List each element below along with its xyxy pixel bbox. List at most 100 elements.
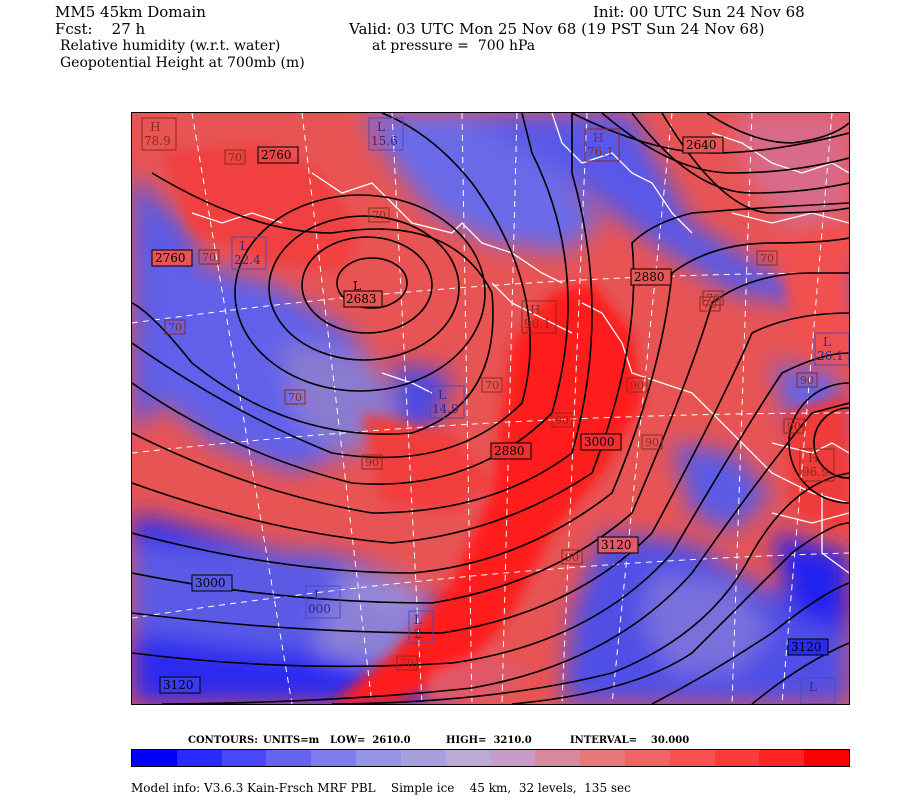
field-height-label: Geopotential Height at 700mb (m): [60, 55, 305, 71]
height-label: 3120: [787, 638, 829, 656]
rh-label: 90: [783, 418, 805, 434]
colorbar-swatch: [176, 750, 222, 766]
svg-text:2: 2: [414, 627, 422, 641]
colorbar-swatch: [535, 750, 581, 766]
pressure-label: at pressure = 700 hPa: [372, 38, 536, 54]
height-label-text: 3000: [584, 435, 615, 449]
height-label: 3000: [580, 433, 622, 451]
height-label-text: 2760: [155, 251, 186, 265]
center-marker: H96.9: [799, 448, 835, 482]
center-marker: L15.6: [368, 117, 404, 151]
height-label: 2640: [682, 136, 724, 154]
center-marker: H78.9: [141, 117, 177, 151]
svg-text:70: 70: [202, 251, 216, 264]
color-scale-bar: [131, 749, 850, 767]
svg-text:90: 90: [645, 436, 659, 449]
svg-text:96.9: 96.9: [802, 465, 829, 479]
svg-text:L: L: [823, 335, 831, 349]
height-label: 2760: [257, 146, 299, 164]
svg-text:L: L: [377, 120, 385, 134]
center-marker: L2: [408, 610, 434, 644]
height-label: 3000: [191, 574, 233, 592]
height-label: 2880: [630, 268, 672, 286]
svg-text:H: H: [808, 451, 818, 465]
svg-text:70: 70: [228, 151, 242, 164]
rh-label: 90: [626, 377, 648, 393]
rh-label: 90: [561, 549, 583, 565]
center-marker: H76.1: [584, 128, 620, 162]
svg-text:70: 70: [372, 209, 386, 222]
model-info: Model info: V3.6.3 Kain-Frsch MRF PBL Si…: [131, 781, 631, 795]
height-label-text: 2760: [261, 148, 292, 162]
rh-label: 70: [756, 250, 778, 266]
rh-label: 70: [284, 389, 306, 405]
height-label-text: 2880: [634, 270, 665, 284]
rh-label: 90: [551, 412, 573, 428]
colorbar-swatch: [714, 750, 760, 766]
colorbar-swatch: [759, 750, 805, 766]
rh-label: 70: [702, 290, 724, 306]
height-label: 2880: [490, 442, 532, 460]
height-label-text: 2640: [686, 138, 717, 152]
colorbar-swatch: [804, 750, 849, 766]
coastlines: [191, 113, 849, 574]
svg-text:15.6: 15.6: [371, 134, 398, 148]
colorbar-swatch: [132, 750, 177, 766]
contour-high: HIGH= 3210.0: [446, 735, 532, 746]
center-marker: H98.1: [521, 300, 557, 334]
height-label: 3120: [597, 536, 639, 554]
svg-text:70: 70: [703, 298, 717, 311]
contour-interval: INTERVAL= 30.000: [570, 735, 690, 746]
svg-text:76.1: 76.1: [587, 145, 614, 159]
center-marker: L26.1: [814, 332, 849, 366]
svg-text:L: L: [414, 613, 422, 627]
height-contours: [132, 113, 849, 704]
pressure-centers: H78.9 L15.6 H76.1 L22.4 L H98.1 L26.1 L1…: [141, 117, 849, 704]
svg-text:L: L: [353, 279, 361, 293]
center-marker: L14.9: [429, 385, 465, 419]
svg-text:22.4: 22.4: [234, 253, 261, 267]
height-label-text: 3120: [791, 640, 822, 654]
rh-label: 70: [481, 377, 503, 393]
colorbar-swatch: [266, 750, 312, 766]
colorbar-swatch: [490, 750, 536, 766]
height-label-text: 3000: [195, 576, 226, 590]
rh-label: 70: [164, 319, 186, 335]
svg-text:90: 90: [787, 420, 801, 433]
rh-label: 70: [368, 207, 390, 223]
weather-map: 2760 2760 2640 2683 2880 2880 3000 3120 …: [131, 112, 850, 705]
center-marker: L: [353, 279, 361, 293]
height-label-text: 2683: [346, 292, 377, 306]
svg-text:90: 90: [555, 414, 569, 427]
svg-text:L: L: [809, 680, 817, 694]
forecast-hour: Fcst: 27 h: [55, 20, 146, 38]
svg-text:L: L: [240, 239, 248, 253]
colorbar-swatch: [445, 750, 491, 766]
colorbar-swatch: [669, 750, 715, 766]
rh-label: 90: [796, 372, 818, 388]
height-label: 3120: [159, 676, 201, 694]
svg-text:90: 90: [565, 551, 579, 564]
svg-text:26.1: 26.1: [817, 349, 844, 363]
svg-text:L: L: [314, 588, 322, 602]
contour-units: UNITS=m: [263, 735, 320, 746]
height-label-text: 2880: [494, 444, 525, 458]
svg-text:H: H: [593, 131, 603, 145]
height-label: 2760: [151, 249, 193, 267]
colorbar-swatch: [356, 750, 401, 766]
contour-info-label: CONTOURS:: [188, 735, 258, 746]
colorbar-swatch: [311, 750, 357, 766]
height-label: 2683: [343, 290, 383, 308]
rh-label: 70: [224, 149, 246, 165]
height-labels: 2760 2760 2640 2683 2880 2880 3000 3120 …: [151, 136, 829, 694]
svg-text:98.1: 98.1: [524, 317, 551, 331]
valid-time: Valid: 03 UTC Mon 25 Nov 68 (19 PST Sun …: [349, 20, 765, 38]
svg-text:14.9: 14.9: [432, 402, 459, 416]
svg-text:000: 000: [308, 602, 331, 616]
rh-label: 70: [699, 296, 721, 312]
rh-label: 70: [198, 249, 220, 265]
svg-text:70: 70: [288, 391, 302, 404]
rh-label: 70: [396, 655, 418, 671]
height-label-text: 3120: [163, 678, 194, 692]
